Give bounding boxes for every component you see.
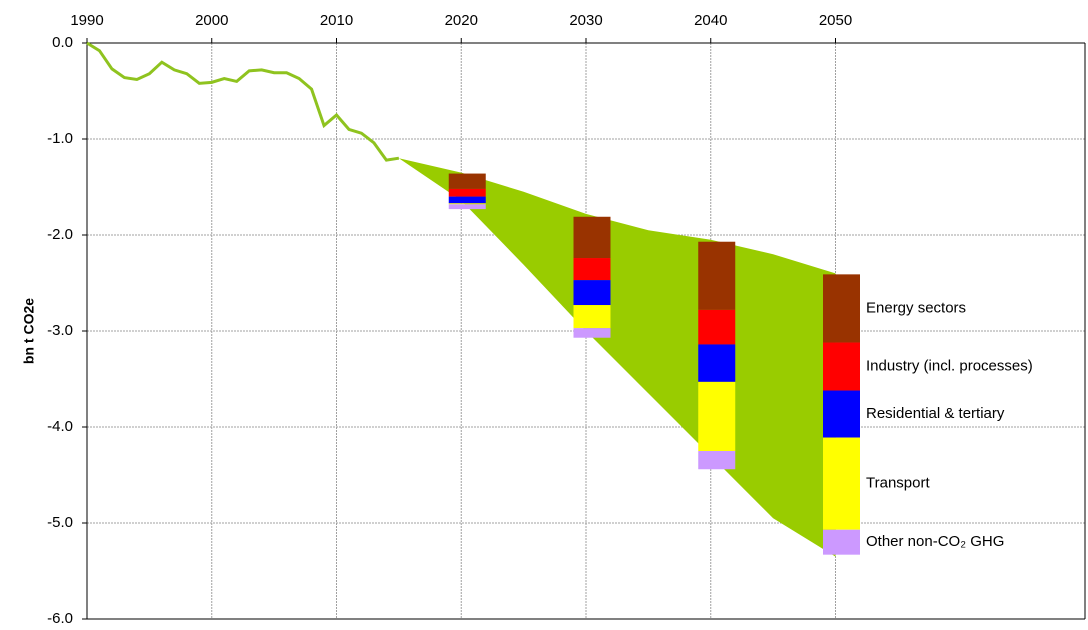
legend-bg (864, 403, 1007, 425)
stack-segment (823, 529, 860, 555)
stack-segment (698, 381, 736, 451)
legend-label: Residential & tertiary (866, 405, 1005, 422)
legend-bg (864, 297, 969, 319)
stack-segment (448, 204, 486, 210)
y-axis-label: bn t CO2e (21, 298, 37, 364)
legend-bg (864, 355, 1035, 377)
stack-segment (448, 188, 486, 197)
y-tick-label: -5.0 (47, 514, 73, 531)
stack-segment (823, 437, 860, 530)
stack-segment (823, 342, 860, 391)
legend-label: Transport (866, 475, 930, 492)
x-tick-label: 2020 (445, 12, 478, 29)
x-tick-label: 2010 (320, 12, 353, 29)
stack-segment (448, 173, 486, 189)
stack-segment (698, 451, 736, 470)
stack-segment (573, 216, 611, 259)
history-line (86, 41, 400, 162)
stack-segment (573, 280, 611, 306)
stack-segment (448, 196, 486, 204)
stack-segment (698, 309, 736, 345)
x-tick-label: 2050 (819, 12, 852, 29)
y-tick-label: 0.0 (52, 34, 73, 51)
y-tick-label: -4.0 (47, 418, 73, 435)
stack-segment (823, 390, 860, 438)
x-tick-label: 2030 (569, 12, 602, 29)
y-tick-label: -2.0 (47, 226, 73, 243)
scenario-band (398, 158, 836, 557)
x-tick-label: 1990 (70, 12, 103, 29)
y-tick-label: -3.0 (47, 322, 73, 339)
stack-segment (573, 328, 611, 338)
stack-segment (823, 274, 860, 343)
y-tick-label: -6.0 (47, 610, 73, 627)
x-tick-label: 2040 (694, 12, 727, 29)
stack-segment (573, 258, 611, 281)
legend-bg (864, 472, 933, 494)
y-tick-label: -1.0 (47, 130, 73, 147)
stack-segment (573, 305, 611, 329)
x-tick-label: 2000 (195, 12, 228, 29)
legend-label: Other non-CO₂ GHG (866, 533, 1004, 550)
legend-label: Energy sectors (866, 299, 966, 316)
legend-label: Industry (incl. processes) (866, 357, 1033, 374)
legend-bg (864, 531, 1007, 553)
stack-segment (698, 241, 736, 310)
stack-segment (448, 203, 486, 205)
stack-segment (698, 344, 736, 382)
